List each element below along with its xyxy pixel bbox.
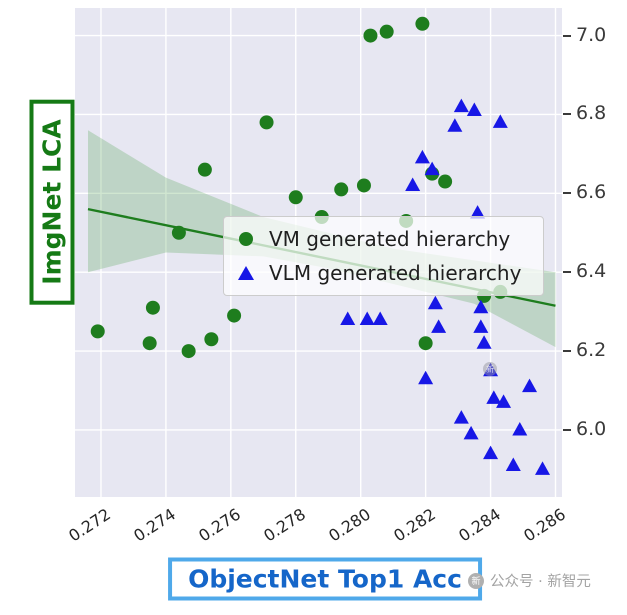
legend-item-vlm: VLM generated hierarchy	[236, 261, 521, 285]
data-point	[463, 425, 479, 440]
data-point	[466, 102, 482, 117]
x-tick-label: 0.278	[260, 504, 309, 546]
y-tick-label: 6.8	[576, 102, 607, 125]
y-tick-label: 6.0	[576, 417, 607, 440]
data-point	[453, 410, 469, 424]
data-point	[427, 295, 443, 310]
watermark-logo-faint: 新	[483, 362, 497, 376]
data-point	[414, 149, 430, 164]
data-point	[492, 114, 508, 128]
y-tick-label: 6.6	[576, 181, 607, 204]
legend-label-vm: VM generated hierarchy	[269, 227, 511, 251]
data-point	[379, 24, 394, 39]
y-tick-label: 6.2	[576, 339, 607, 362]
data-point	[476, 335, 492, 349]
y-tick-mark	[563, 350, 571, 353]
x-tick-label: 0.282	[390, 504, 439, 546]
data-point	[90, 324, 105, 339]
data-point	[356, 178, 371, 193]
x-tick-label: 0.286	[519, 504, 569, 546]
data-point	[470, 205, 486, 219]
x-axis-label: ObjectNet Top1 Acc	[168, 557, 482, 601]
watermark-text: 公众号 · 新智元	[490, 574, 591, 590]
data-point	[438, 174, 453, 189]
data-point	[145, 300, 160, 315]
legend: VM generated hierarchy VLM generated hie…	[223, 216, 545, 296]
data-point	[227, 308, 242, 323]
data-point	[359, 311, 375, 326]
data-point	[372, 311, 388, 326]
x-tick-label: 0.284	[454, 504, 504, 546]
data-point	[288, 190, 303, 205]
data-point	[334, 182, 349, 197]
data-point	[204, 332, 219, 347]
data-point	[535, 461, 551, 475]
y-tick-mark	[563, 428, 571, 431]
y-tick-mark	[563, 192, 571, 195]
y-axis-label: ImgNet LCA	[29, 99, 75, 305]
data-point	[473, 299, 489, 314]
data-point	[431, 319, 447, 333]
y-tick-mark	[563, 271, 571, 274]
scatter-series-vlm	[340, 98, 551, 475]
x-tick-label: 0.274	[130, 504, 180, 546]
y-tick-label: 7.0	[576, 23, 607, 46]
watermark-logo-icon: 新	[468, 572, 484, 589]
x-tick-label: 0.272	[65, 504, 115, 546]
circle-marker-icon	[236, 232, 256, 246]
x-tick-label: 0.276	[195, 504, 245, 546]
data-point	[181, 344, 196, 359]
y-tick-label: 6.4	[576, 260, 607, 283]
y-tick-mark	[563, 113, 571, 116]
data-point	[447, 118, 463, 132]
legend-label-vlm: VLM generated hierarchy	[269, 261, 522, 285]
legend-item-vm: VM generated hierarchy	[236, 227, 521, 251]
data-point	[483, 445, 499, 460]
x-tick-label: 0.280	[325, 504, 374, 546]
data-point	[418, 336, 433, 351]
data-point	[473, 319, 489, 333]
data-point	[142, 336, 157, 351]
data-point	[486, 390, 502, 404]
triangle-marker-icon	[236, 266, 256, 280]
data-point	[259, 115, 274, 130]
data-point	[171, 225, 186, 240]
data-point	[512, 421, 528, 436]
data-point	[496, 394, 512, 408]
data-point	[453, 98, 469, 113]
data-point	[424, 161, 440, 176]
watermark: 新 公众号 · 新智元	[468, 570, 591, 591]
data-point	[405, 177, 421, 191]
y-tick-mark	[563, 34, 571, 37]
data-point	[505, 457, 521, 471]
data-point	[363, 28, 378, 43]
data-point	[418, 370, 434, 385]
data-point	[415, 16, 430, 31]
data-point	[340, 311, 356, 326]
data-point	[197, 162, 212, 177]
data-point	[522, 378, 538, 393]
